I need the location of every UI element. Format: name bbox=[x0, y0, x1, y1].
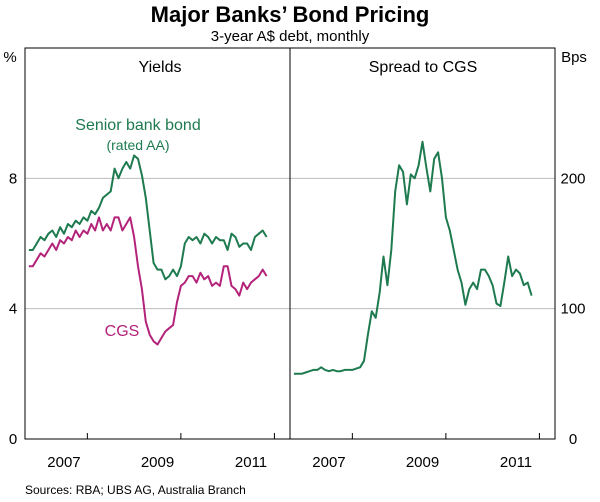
y-tick-right-200: 200 bbox=[560, 170, 585, 187]
series-line-cgs bbox=[28, 216, 268, 346]
panel-title-yields: Yields bbox=[139, 59, 182, 76]
x-tick-label-1-2007: 2007 bbox=[312, 454, 345, 471]
left-unit-label: % bbox=[3, 49, 16, 66]
x-tick-label-1-2011: 2011 bbox=[500, 454, 532, 471]
series-label-senior-bank-bond: Senior bank bond bbox=[75, 117, 200, 134]
plot-area bbox=[28, 140, 533, 375]
y-tick-left-4: 4 bbox=[9, 301, 17, 318]
gridlines bbox=[25, 177, 555, 310]
x-tick-label-0-2009: 2009 bbox=[141, 454, 174, 471]
chart-source: Sources: RBA; UBS AG, Australia Branch bbox=[25, 483, 246, 497]
series-line-spread bbox=[293, 140, 533, 375]
x-tick-label-0-2007: 2007 bbox=[47, 454, 80, 471]
panel-title-spread: Spread to CGS bbox=[369, 59, 478, 76]
x-tick-label-1-2009: 2009 bbox=[406, 454, 439, 471]
right-unit-label: Bps bbox=[561, 49, 587, 66]
y-tick-left-8: 8 bbox=[9, 170, 17, 187]
y-tick-left-0: 0 bbox=[9, 431, 17, 448]
y-tick-right-0: 0 bbox=[569, 431, 577, 448]
series-line-senior-bank-bond bbox=[28, 154, 268, 281]
series-label-cgs: CGS bbox=[105, 323, 140, 340]
x-tick-label-0-2011: 2011 bbox=[235, 454, 267, 471]
y-tick-right-100: 100 bbox=[560, 301, 585, 318]
axis-tick-labels: 0 4 8 2007 2009 2011 0 100 200 2007 2009 2011 bbox=[9, 170, 586, 471]
series-label-senior-note: (rated AA) bbox=[106, 137, 169, 153]
chart-subtitle: 3-year A$ debt, monthly bbox=[211, 28, 370, 45]
chart-title: Major Banks’ Bond Pricing bbox=[151, 2, 430, 27]
